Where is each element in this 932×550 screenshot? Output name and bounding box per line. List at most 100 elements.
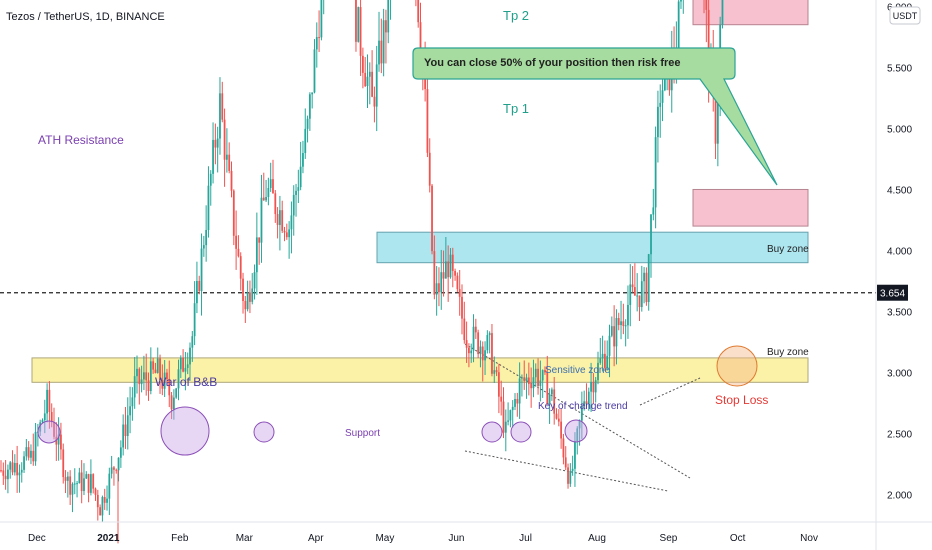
candle [468, 343, 470, 368]
candle-body [465, 340, 468, 348]
currency-button-frame[interactable] [889, 6, 921, 25]
y-tick-label: 3.000 [887, 369, 912, 380]
candle-body [117, 457, 120, 471]
candle-body [122, 424, 125, 448]
candle [228, 142, 231, 174]
candle [283, 226, 286, 242]
candle-body [659, 102, 662, 107]
candle-body [239, 256, 242, 279]
candle-body [601, 353, 604, 359]
zone-1 [31, 357, 809, 383]
candle-body [290, 215, 293, 230]
candle-body [511, 406, 514, 411]
candle [39, 419, 42, 436]
candle [454, 268, 456, 281]
candle [548, 388, 551, 424]
candle-body [313, 49, 316, 93]
candle [571, 455, 574, 476]
candle [318, 10, 320, 52]
candle-body [205, 229, 208, 246]
candle [115, 468, 118, 474]
candle-body [159, 358, 161, 380]
candle-body [647, 254, 650, 303]
candle [587, 387, 590, 411]
candle [7, 464, 9, 494]
candle [50, 403, 53, 428]
candle [101, 495, 104, 523]
candle-body [638, 295, 641, 308]
candle-body [13, 462, 16, 473]
candle-body [255, 237, 258, 273]
candle [258, 237, 261, 265]
candle-body [89, 474, 92, 493]
currency-button[interactable]: USDT [889, 6, 921, 25]
candle-body [657, 106, 659, 138]
candle [60, 422, 62, 460]
level-label-tp2: Tp 2 [503, 8, 529, 23]
candle [202, 235, 205, 257]
candle [83, 463, 85, 496]
candle [145, 353, 148, 396]
candle [168, 360, 171, 408]
candle-body [364, 72, 367, 87]
candle-body [25, 447, 28, 457]
candle [479, 340, 482, 368]
candle [366, 54, 369, 108]
candle-body [320, 0, 323, 38]
candle-body [182, 357, 184, 372]
candle [166, 368, 168, 387]
candle [80, 460, 83, 504]
candle-body [202, 245, 205, 249]
candle [440, 249, 443, 310]
candle [511, 400, 514, 428]
candle [207, 166, 210, 238]
candle [484, 341, 486, 375]
candle [477, 329, 480, 359]
candle-body [147, 380, 150, 392]
candle [703, 0, 705, 14]
candle [444, 236, 447, 279]
candle [417, 0, 420, 28]
candle-body [532, 377, 535, 389]
candle-body [461, 296, 463, 319]
candle [583, 390, 586, 411]
candle [214, 123, 217, 165]
candle-body [428, 152, 431, 186]
candle [481, 341, 484, 382]
candle-body [481, 346, 484, 361]
candle-body [196, 280, 198, 304]
y-tick-label: 4.500 [887, 185, 912, 196]
candle-body [624, 325, 627, 327]
candle [96, 489, 99, 521]
candle [200, 233, 203, 316]
candle [390, 0, 392, 20]
candle [299, 141, 302, 191]
candle [4, 459, 7, 490]
candle [103, 488, 106, 510]
candle-body [562, 438, 565, 458]
candle-body [382, 20, 385, 64]
candle-body [640, 281, 643, 308]
candle [530, 367, 533, 408]
candle-body [357, 7, 360, 42]
candle [599, 337, 602, 365]
candle [64, 470, 67, 494]
candle [262, 172, 265, 201]
candle [265, 179, 267, 203]
candle-body [124, 424, 127, 437]
candle-body [27, 447, 30, 458]
candle-body [716, 90, 719, 144]
zone-label-support: Support [345, 428, 380, 439]
callout-note: You can close 50% of your position then … [412, 47, 778, 186]
candle-body [170, 395, 173, 410]
candle [604, 340, 606, 371]
candle [246, 280, 249, 312]
candle [359, 0, 362, 76]
candle-body [629, 284, 632, 305]
candle [627, 285, 629, 339]
candle-body [380, 40, 383, 64]
candle-body [587, 391, 590, 404]
candle [129, 386, 131, 434]
candle-body [152, 361, 155, 370]
